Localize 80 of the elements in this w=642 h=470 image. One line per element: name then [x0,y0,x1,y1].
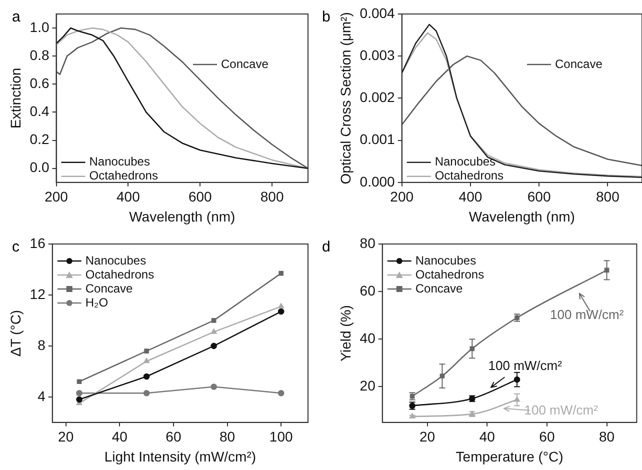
y-tick-label: 0.004 [360,4,396,21]
point [143,390,150,396]
y-axis-title: Optical Cross Section (μm²) [337,12,354,184]
x-tick-label: 600 [527,188,551,205]
legend-label: Octahedrons [434,168,504,183]
x-tick-label: 80 [598,428,615,445]
point [278,308,284,315]
y-tick-label: 0.002 [360,89,396,106]
point [143,373,150,380]
x-tick-label: 20 [419,428,436,445]
point [211,318,216,323]
y-tick-label: 0.0 [30,159,50,176]
point [278,303,284,308]
x-tick-label: 40 [112,428,128,445]
x-tick-label: 100 [269,428,293,445]
y-tick-label: 40 [360,330,376,346]
point [76,396,82,403]
point [210,384,217,390]
x-tick-label: 800 [596,188,620,205]
y-axis-title: ΔT (°C) [7,310,24,356]
chart-title: a [12,8,21,26]
y-tick-label: 0.000 [360,173,396,190]
y-tick-label: 0.4 [30,103,50,120]
point [76,390,82,396]
y-tick-label: 4 [38,388,46,404]
legend-label: Nanocubes [434,154,496,169]
x-axis-title: Wavelength (nm) [129,208,236,224]
legend-label: Octahedrons [89,168,158,183]
y-tick-label: 0.2 [30,131,50,148]
legend-label: Nanocubes [85,253,146,268]
y-axis-title: Yield (%) [337,305,354,362]
x-tick-label: 60 [539,428,555,445]
legend-label: Nanocubes [415,253,476,268]
x-tick-label: 80 [219,428,236,445]
y-tick-label: 80 [360,234,376,251]
legend-label: Octahedrons [85,267,154,282]
x-tick-label: 60 [166,428,182,445]
point [76,379,82,384]
point [470,346,475,352]
x-axis-title: Wavelength (nm) [468,208,575,224]
x-tick-label: 400 [116,188,140,205]
legend-label: Nanocubes [89,154,150,169]
chart-title: d [322,238,330,256]
x-tick-label: 800 [260,188,284,205]
point [278,270,284,276]
y-tick-label: 60 [360,282,376,298]
y-tick-label: 16 [30,234,46,251]
x-tick-label: 200 [44,188,68,205]
legend-label: Concave [85,281,134,296]
x-tick-label: 20 [58,428,74,445]
x-tick-label: 40 [479,428,496,445]
y-tick-label: 0.001 [360,131,396,148]
y-tick-label: 8 [38,336,46,353]
legend-label: Octahedrons [415,267,484,282]
point [210,342,217,350]
y-axis-title: Extinction [7,68,24,129]
chart-title: b [322,8,330,26]
y-tick-label: 12 [30,286,46,302]
legend-label: Concave [555,56,603,71]
x-tick-label: 400 [458,188,482,205]
point [144,358,150,364]
y-tick-label: 0.8 [30,46,50,63]
chart-title: c [12,238,20,256]
y-tick-label: 20 [360,378,376,394]
point [278,390,284,396]
x-tick-label: 200 [390,188,414,205]
x-axis-title: Temperature (°C) [456,448,564,464]
y-tick-label: 1.0 [30,18,50,35]
annotation: 100 mW/cm² [550,306,624,322]
annotation: 100 mW/cm² [488,358,563,373]
legend-label: Concave [221,56,269,71]
y-tick-label: 0.6 [30,75,50,92]
x-axis-title: Light Intensity (mW/cm²) [104,448,256,464]
x-tick-label: 600 [188,188,212,205]
point [211,328,217,334]
legend-label: H₂O [85,295,108,310]
legend-label: Concave [415,281,464,296]
point [144,348,149,354]
annotation: 100 mW/cm² [524,402,599,418]
y-tick-label: 0.003 [360,46,396,63]
